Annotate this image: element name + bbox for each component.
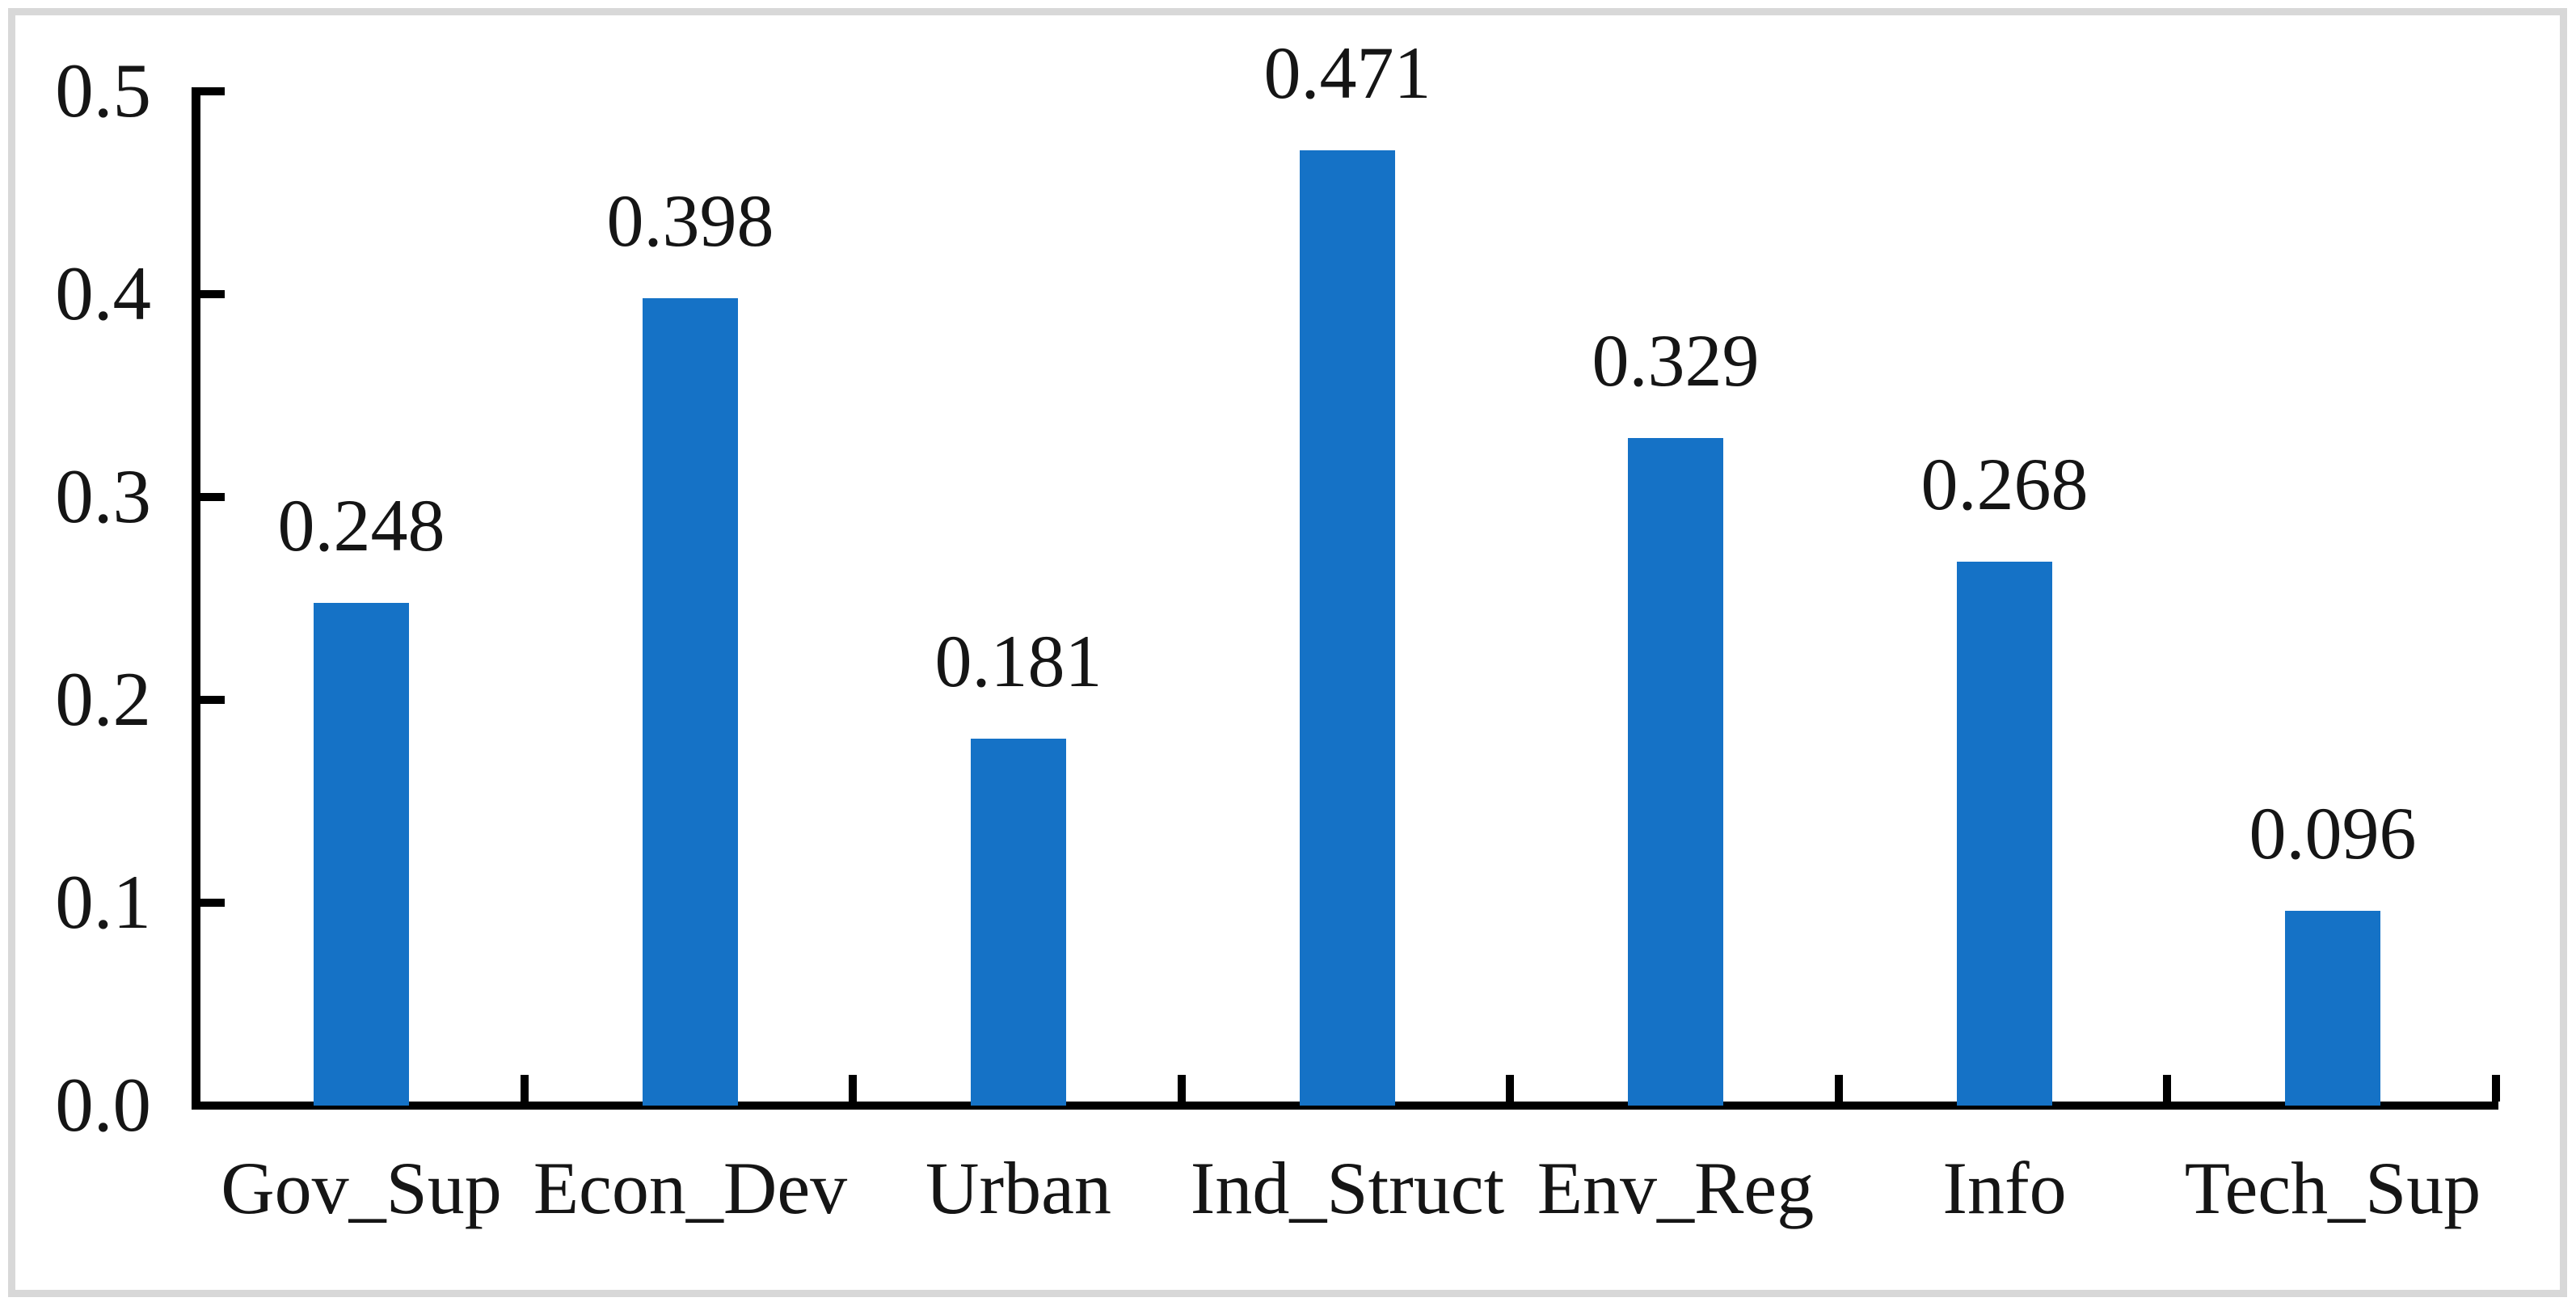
- bar-env_reg: [1628, 438, 1723, 1106]
- y-tick-mark: [200, 899, 225, 907]
- figure-border-frame: [8, 8, 2567, 1297]
- x-tick-label: Tech_Sup: [2184, 1147, 2481, 1229]
- y-tick-label: 0.3: [55, 453, 151, 539]
- bar-value-label: 0.398: [606, 179, 774, 262]
- bar-value-label: 0.471: [1263, 32, 1431, 114]
- x-tick-mark: [521, 1075, 529, 1102]
- bar-urban: [971, 739, 1066, 1106]
- y-tick-mark: [200, 696, 225, 704]
- y-tick-mark: [200, 87, 225, 95]
- x-tick-mark: [2163, 1075, 2171, 1102]
- x-tick-label: Info: [1942, 1147, 2067, 1229]
- bar-econ_dev: [643, 298, 738, 1106]
- y-tick-label: 0.4: [55, 251, 151, 336]
- bar-value-label: 0.268: [1920, 443, 2089, 525]
- bar-value-label: 0.248: [277, 484, 445, 567]
- bar-gov_sup: [314, 603, 409, 1106]
- x-tick-mark: [1506, 1075, 1514, 1102]
- x-tick-label: Env_Reg: [1537, 1147, 1815, 1229]
- x-tick-label: Ind_Struct: [1190, 1147, 1505, 1229]
- y-axis-line: [192, 87, 200, 1110]
- x-axis-line: [192, 1102, 2498, 1110]
- bar-value-label: 0.329: [1592, 319, 1760, 402]
- y-tick-label: 0.1: [55, 859, 151, 945]
- bar-tech_sup: [2285, 911, 2380, 1106]
- y-tick-mark: [200, 290, 225, 298]
- x-tick-label: Econ_Dev: [533, 1147, 848, 1229]
- x-tick-label: Urban: [925, 1147, 1111, 1229]
- bar-ind_struct: [1300, 150, 1395, 1106]
- y-tick-mark: [200, 493, 225, 501]
- x-tick-mark: [849, 1075, 857, 1102]
- x-tick-mark: [1835, 1075, 1843, 1102]
- x-tick-mark: [2492, 1075, 2500, 1102]
- x-tick-label: Gov_Sup: [221, 1147, 502, 1229]
- bar-info: [1957, 562, 2052, 1106]
- x-tick-mark: [1178, 1075, 1186, 1102]
- y-tick-label: 0.5: [55, 48, 151, 133]
- bar-value-label: 0.096: [2249, 792, 2417, 874]
- y-tick-label: 0.0: [55, 1062, 151, 1148]
- y-tick-label: 0.2: [55, 656, 151, 742]
- bar-value-label: 0.181: [934, 620, 1102, 702]
